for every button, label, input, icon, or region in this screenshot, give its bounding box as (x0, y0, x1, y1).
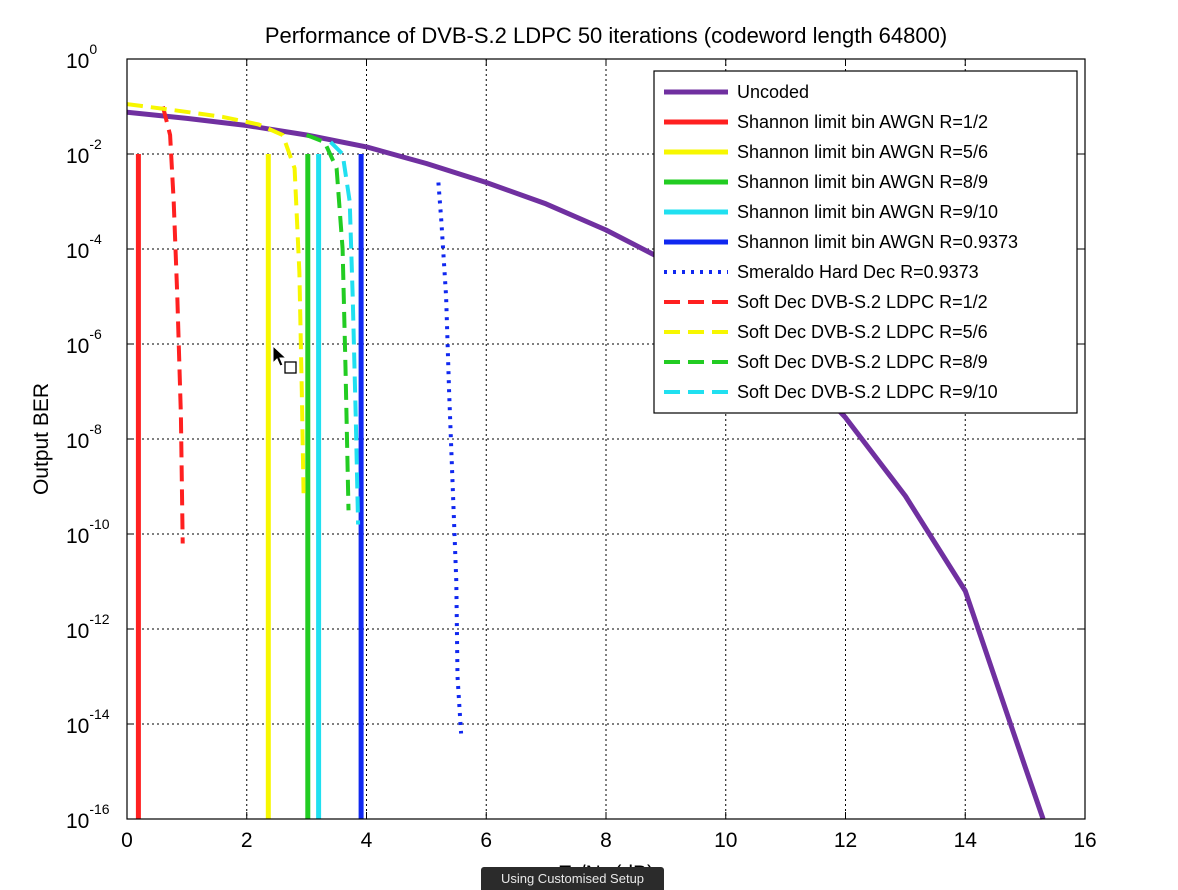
legend-entry: Soft Dec DVB-S.2 LDPC R=8/9 (737, 352, 988, 372)
y-tick-label: 10-4 (66, 231, 102, 263)
x-tick-label: 0 (121, 829, 133, 852)
series-line (126, 102, 306, 497)
y-tick-label: 100 (66, 41, 97, 73)
legend-entry: Shannon limit bin AWGN R=0.9373 (737, 232, 1018, 252)
chart-title: Performance of DVB-S.2 LDPC 50 iteration… (265, 23, 947, 48)
legend-entry: Shannon limit bin AWGN R=9/10 (737, 202, 998, 222)
x-tick-label: 14 (954, 829, 978, 852)
y-tick-label: 10-10 (66, 516, 110, 548)
legend-entry: Smeraldo Hard Dec R=0.9373 (737, 262, 979, 282)
y-tick-label: 10-14 (66, 706, 110, 738)
x-tick-label: 10 (714, 829, 737, 852)
series-line (126, 109, 1046, 820)
ticks: 0 2 4 6 8 10 12 14 16 100 10-2 10-4 10-6 10-8 10-10 10-… (66, 41, 1097, 852)
legend-entry: Soft Dec DVB-S.2 LDPC R=9/10 (737, 382, 998, 402)
y-tick-label: 10-6 (66, 326, 102, 358)
y-tick-label: 10-2 (66, 136, 102, 168)
x-tick-label: 8 (600, 829, 612, 852)
legend-entry: Shannon limit bin AWGN R=8/9 (737, 172, 988, 192)
series-line (436, 182, 464, 734)
series-layer (126, 102, 1046, 820)
legend: Uncoded Shannon limit bin AWGN R=1/2 Shann… (653, 70, 1078, 414)
legend-entry: Soft Dec DVB-S.2 LDPC R=1/2 (737, 292, 988, 312)
series-line (305, 133, 351, 511)
status-tooltip: Using Customised Setup (481, 867, 664, 890)
y-axis-label: Output BER (30, 383, 53, 495)
legend-entry: Soft Dec DVB-S.2 LDPC R=5/6 (737, 322, 988, 342)
series-line (329, 140, 361, 525)
legend-entry: Shannon limit bin AWGN R=5/6 (737, 142, 988, 162)
x-tick-label: 4 (361, 829, 373, 852)
series-line (160, 106, 185, 544)
y-tick-label: 10-16 (66, 801, 110, 833)
y-tick-label: 10-8 (66, 421, 102, 453)
x-tick-label: 6 (480, 829, 492, 852)
x-tick-label: 2 (241, 829, 253, 852)
y-tick-label: 10-12 (66, 611, 110, 643)
x-tick-label: 12 (834, 829, 857, 852)
mouse-cursor-icon (272, 345, 297, 374)
x-tick-label: 16 (1073, 829, 1096, 852)
legend-entry: Shannon limit bin AWGN R=1/2 (737, 112, 988, 132)
legend-entry: Uncoded (737, 82, 809, 102)
